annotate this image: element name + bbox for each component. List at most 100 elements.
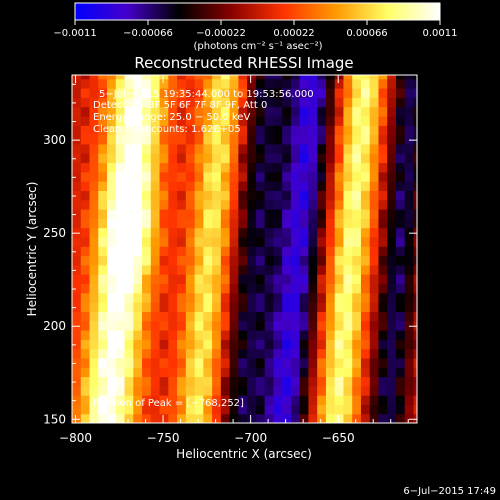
heatmap-cell [387, 311, 397, 322]
heatmap-cell [98, 385, 108, 396]
heatmap-cell [177, 348, 187, 359]
heatmap-cell [124, 153, 134, 164]
heatmap-cell [124, 97, 134, 108]
heatmap-cell [203, 162, 213, 173]
heatmap-cell [308, 125, 318, 136]
heatmap-cell [317, 339, 327, 350]
heatmap-cell [142, 181, 152, 191]
heatmap-cell [299, 199, 310, 210]
heatmap-cell [98, 125, 108, 136]
heatmap-cell [150, 413, 161, 423]
heatmap-cell [325, 385, 336, 396]
heatmap-cell [413, 218, 417, 229]
heatmap-cell [317, 218, 327, 229]
heatmap-cell [369, 199, 380, 210]
heatmap-cell [124, 376, 134, 387]
heatmap-cell [80, 246, 91, 257]
heatmap-cell [72, 162, 82, 173]
heatmap-cell [124, 171, 134, 182]
heatmap-cell [352, 97, 362, 108]
heatmap-cell [360, 274, 371, 285]
heatmap-cell [352, 274, 362, 285]
heatmap-cell [177, 143, 187, 154]
heatmap-cell [308, 153, 318, 164]
heatmap-cell [185, 376, 196, 387]
heatmap-cell [325, 208, 336, 219]
heatmap-cell [343, 357, 353, 368]
heatmap-cell [150, 190, 161, 201]
heatmap-cell [255, 143, 266, 154]
heatmap-cell [404, 302, 415, 312]
heatmap-cell [212, 246, 222, 257]
heatmap-cell [264, 385, 274, 396]
heatmap-cell [185, 181, 196, 191]
heatmap-cell [395, 339, 406, 350]
heatmap-cell [142, 78, 152, 89]
heatmap-cell [387, 153, 397, 164]
heatmap-cell [282, 413, 292, 423]
colorbar: −0.0011 −0.00066 −0.00022 0.00022 0.00066 0.0… [53, 2, 458, 52]
heatmap-cell [212, 329, 222, 340]
heatmap-cell [107, 264, 117, 275]
heatmap-cell [308, 227, 318, 238]
heatmap-cell [369, 320, 380, 331]
heatmap-cell [282, 292, 292, 303]
heatmap-cell [299, 395, 310, 405]
heatmap-cell [343, 255, 353, 266]
heatmap-cell [177, 134, 187, 145]
colorbar-tick-label: 0.00066 [346, 28, 387, 39]
heatmap-cell [150, 283, 161, 294]
heatmap-cell [133, 395, 143, 405]
heatmap-cell [115, 255, 126, 266]
heatmap-cell [142, 339, 152, 350]
heatmap-cell [203, 283, 213, 294]
heatmap-cell [229, 227, 239, 238]
heatmap-cell [80, 320, 91, 331]
heatmap-cell [72, 329, 82, 340]
heatmap-cell [352, 329, 362, 340]
heatmap-cell [413, 208, 417, 219]
heatmap-cell [264, 302, 274, 312]
heatmap-cell [177, 283, 187, 294]
heatmap-cell [395, 78, 406, 89]
heatmap-cell [352, 218, 362, 229]
heatmap-cell [325, 357, 336, 368]
heatmap-cell [334, 357, 345, 368]
annotation-detectors: Detectors: 3F 5F 6F 7F 8F 9F, Att 0 [93, 100, 267, 111]
heatmap-cell [168, 97, 178, 108]
heatmap-cell [229, 264, 239, 275]
heatmap-cell [212, 376, 222, 387]
annotations: 5−Jul−2015 19:35:44.000 to 19:53:56.000 … [93, 89, 314, 409]
heatmap-cell [308, 274, 318, 285]
heatmap-cell [185, 395, 196, 405]
heatmap-cell [72, 88, 82, 98]
heatmap-cell [325, 181, 336, 191]
heatmap-cell [238, 413, 248, 423]
heatmap-cell [282, 134, 292, 145]
heatmap-cell [159, 264, 169, 275]
heatmap-cell [360, 283, 371, 294]
heatmap-cell [247, 255, 257, 266]
heatmap-cell [150, 181, 161, 191]
heatmap-cell [72, 413, 82, 423]
heatmap-cell [212, 97, 222, 108]
heatmap-cell [72, 367, 82, 378]
heatmap-cell [80, 302, 91, 312]
heatmap-cell [142, 218, 152, 229]
heatmap-cell [317, 274, 327, 285]
heatmap-cell [395, 227, 406, 238]
heatmap-cell [264, 115, 274, 126]
heatmap-cell [229, 311, 239, 322]
heatmap-cell [352, 171, 362, 182]
heatmap-cell [98, 236, 108, 247]
heatmap-cell [212, 292, 222, 303]
heatmap-cell [360, 376, 371, 387]
heatmap-cell [194, 106, 204, 117]
heatmap-cell [395, 274, 406, 285]
heatmap-cell [98, 413, 108, 423]
heatmap-cell [142, 311, 152, 322]
heatmap-cell [334, 199, 345, 210]
heatmap-cell [264, 125, 274, 136]
heatmap-cell [360, 246, 371, 257]
heatmap-cell [247, 357, 257, 368]
